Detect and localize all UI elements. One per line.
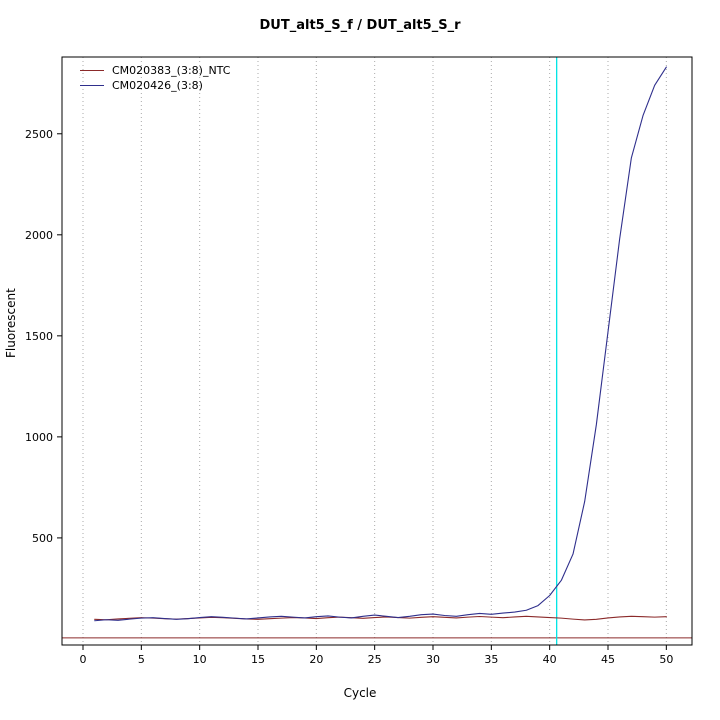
x-tick-label: 40: [543, 653, 557, 666]
legend-label: CM020426_(3:8): [112, 79, 203, 92]
x-tick-label: 30: [426, 653, 440, 666]
legend: CM020383_(3:8)_NTC CM020426_(3:8): [80, 63, 230, 93]
y-tick-label: 1500: [25, 330, 53, 343]
plot-border: [61, 56, 693, 646]
x-tick-label: 45: [601, 653, 615, 666]
x-tick-label: 10: [193, 653, 207, 666]
y-tick-label: 1000: [25, 431, 53, 444]
x-tick-label: 20: [309, 653, 323, 666]
legend-line-swatch: [80, 70, 104, 71]
x-tick-label: 25: [368, 653, 382, 666]
y-tick-label: 2500: [25, 128, 53, 141]
y-tick-label: 500: [32, 532, 53, 545]
x-tick-label: 50: [659, 653, 673, 666]
series-line: [94, 66, 667, 622]
legend-item: CM020383_(3:8)_NTC: [80, 63, 230, 78]
chart-title: DUT_alt5_S_f / DUT_alt5_S_r: [259, 18, 461, 33]
legend-line-swatch: [80, 85, 104, 86]
x-tick-label: 15: [251, 653, 265, 666]
x-tick-label: 35: [484, 653, 498, 666]
legend-item: CM020426_(3:8): [80, 78, 230, 93]
x-tick-label: 5: [138, 653, 145, 666]
x-axis-label: Cycle: [343, 686, 377, 700]
y-tick-label: 2000: [25, 229, 53, 242]
legend-label: CM020383_(3:8)_NTC: [112, 64, 231, 77]
x-tick-label: 0: [80, 653, 87, 666]
